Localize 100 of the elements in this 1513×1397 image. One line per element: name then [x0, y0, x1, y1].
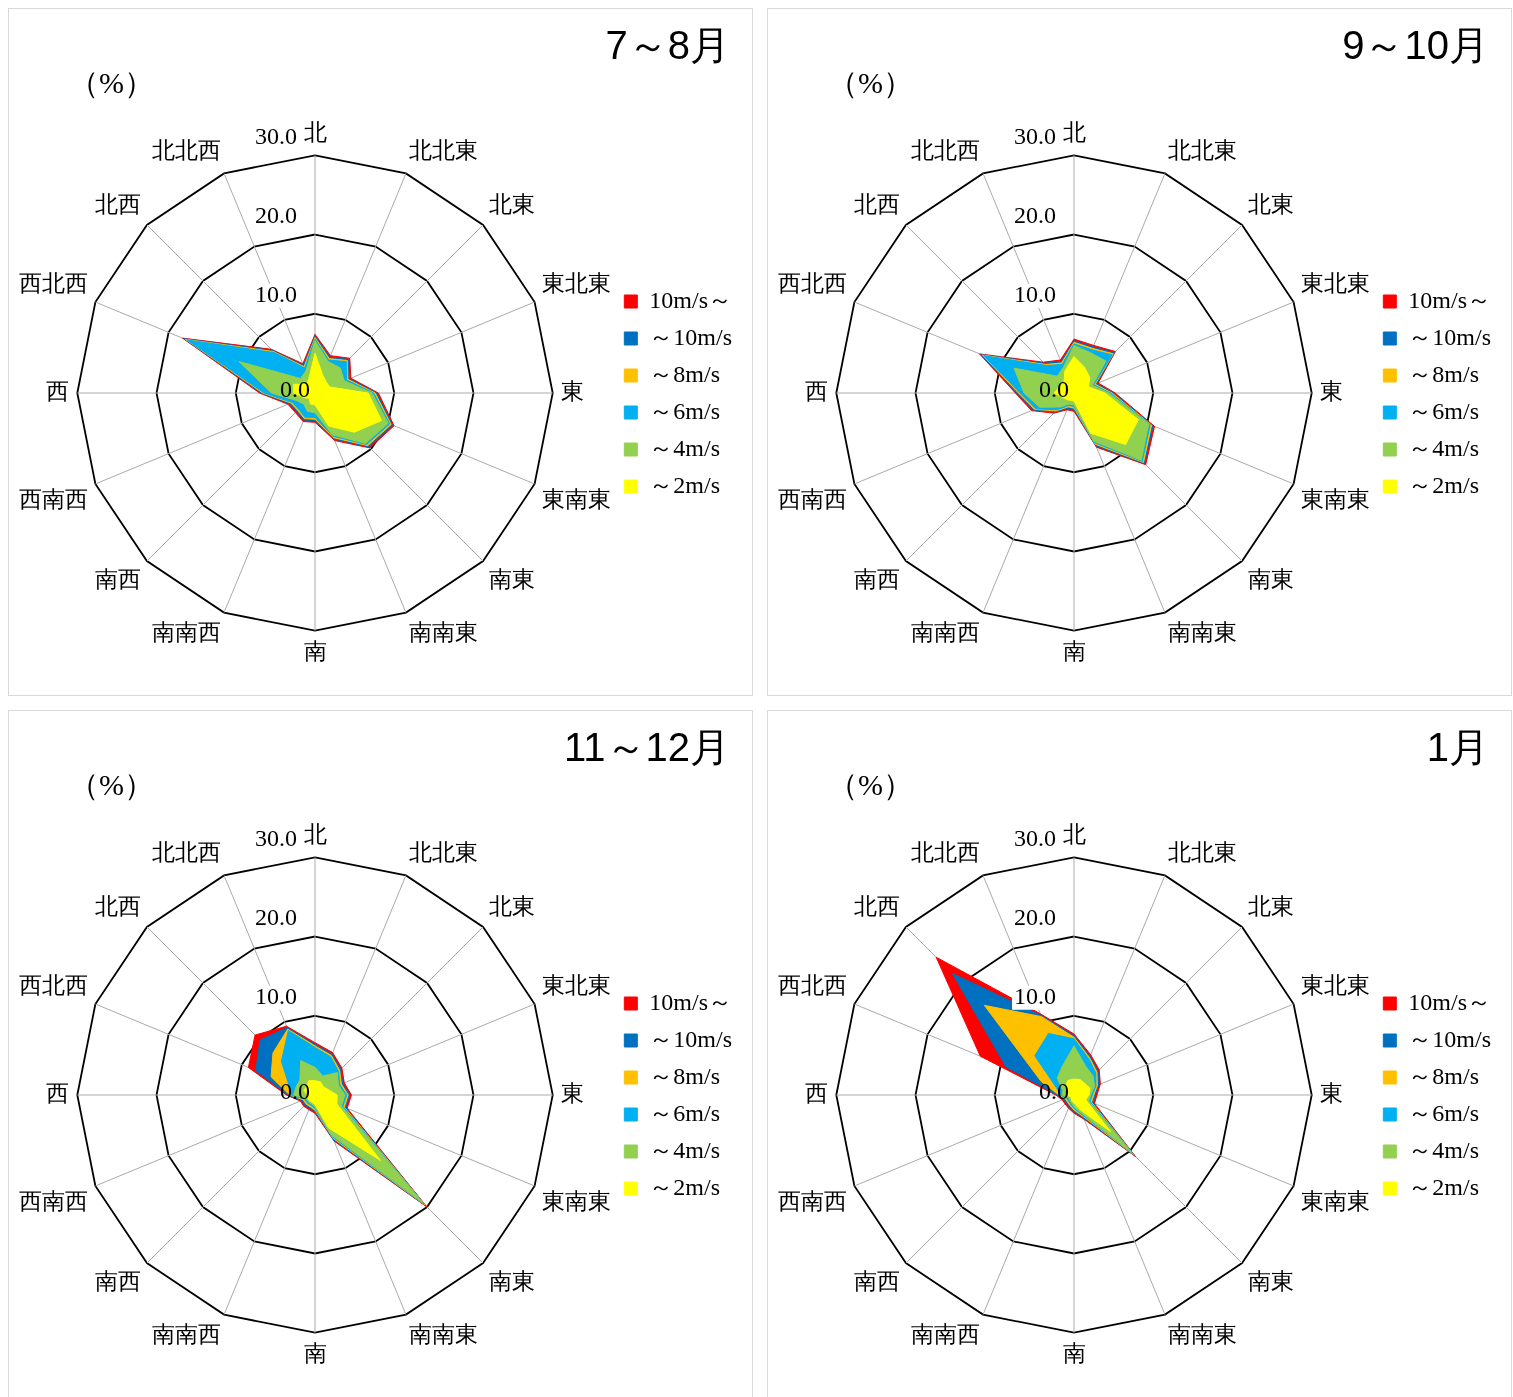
spoke-label: 南南東 [409, 619, 479, 645]
legend-label: ～6m/s [1408, 1099, 1480, 1126]
legend-label: ～4m/s [649, 1136, 721, 1163]
legend-label: ～4m/s [1408, 1136, 1480, 1163]
spoke-label: 東 [560, 1081, 584, 1107]
spoke-label: 南南西 [151, 619, 221, 645]
y-tick-label: 20.0 [255, 903, 297, 930]
spoke-label: 北 [303, 821, 327, 847]
spoke-label: 南南西 [910, 619, 980, 645]
legend-label: 10m/s～ [649, 988, 733, 1015]
spoke-label: 北東 [1247, 893, 1294, 919]
spoke-label: 東北東 [542, 271, 611, 297]
spoke-label: 東南東 [542, 1188, 611, 1214]
legend-label: ～8m/s [1408, 360, 1480, 387]
spoke-label: 西北西 [778, 973, 847, 999]
y-tick-label: 30.0 [255, 824, 297, 851]
y-tick-label: 10.0 [1014, 983, 1056, 1010]
spoke-label: 西北西 [19, 271, 88, 297]
legend-label: ～4m/s [649, 434, 721, 461]
y-tick-label: 0.0 [1039, 1078, 1069, 1105]
y-tick-label: 30.0 [255, 122, 297, 149]
spoke-label: 東 [560, 379, 584, 405]
spoke-label: 東北東 [1301, 271, 1370, 297]
legend-label: ～8m/s [649, 1062, 721, 1089]
spoke-label: 北北西 [910, 138, 980, 164]
y-tick-label: 10.0 [1014, 281, 1056, 308]
spoke-label: 東南東 [1301, 486, 1370, 512]
spoke-label: 南 [303, 638, 327, 664]
spoke-label: 西南西 [778, 486, 847, 512]
chart-title: 11～12月 [563, 724, 730, 771]
spoke-label: 西 [46, 1081, 70, 1107]
y-tick-label: 20.0 [255, 201, 297, 228]
y-tick-label: 10.0 [255, 281, 297, 308]
spoke-label: 北西 [95, 893, 142, 919]
spoke-label: 東北東 [542, 973, 611, 999]
text: （%） [828, 65, 913, 101]
spoke-label: 南南東 [409, 1321, 479, 1347]
legend-label: ～2m/s [1408, 471, 1480, 498]
y-tick-label: 20.0 [1014, 903, 1056, 930]
spoke-label: 西北西 [778, 271, 847, 297]
legend-label: ～6m/s [1408, 397, 1480, 424]
legend-label: ～8m/s [1408, 1062, 1480, 1089]
y-tick-label: 10.0 [255, 983, 297, 1010]
spoke-label: 北西 [95, 191, 142, 217]
spoke-label: 東南東 [542, 486, 611, 512]
legend-label: ～6m/s [649, 397, 721, 424]
spoke-label: 北 [1062, 119, 1086, 145]
y-tick-label: 30.0 [1014, 122, 1056, 149]
legend-label: ～10m/s [649, 1025, 733, 1052]
legend-label: ～6m/s [649, 1099, 721, 1126]
spoke-label: 西 [805, 379, 829, 405]
spoke-label: 南南東 [1168, 1321, 1238, 1347]
spoke-label: 東 [1319, 1081, 1343, 1107]
legend-label: 10m/s～ [1408, 988, 1492, 1015]
legend-label: ～2m/s [1408, 1173, 1480, 1200]
spoke-label: 南 [1062, 1340, 1086, 1366]
spoke-label: 南西 [854, 566, 901, 592]
spoke-label: 北西 [854, 893, 901, 919]
y-tick-label: 0.0 [280, 376, 310, 403]
text: （%） [828, 767, 913, 803]
spoke-label: 南東 [488, 566, 535, 592]
legend-label: ～10m/s [649, 323, 733, 350]
spoke-label: 北北東 [1168, 840, 1238, 866]
spoke-label: 西南西 [19, 1188, 88, 1214]
chart-title: 9～10月 [1342, 22, 1489, 69]
spoke-label: 北東 [1247, 191, 1294, 217]
spoke-label: 東南東 [1301, 1188, 1370, 1214]
spoke-label: 北北東 [409, 138, 479, 164]
spoke-label: 北北西 [151, 138, 221, 164]
legend-label: ～4m/s [1408, 434, 1480, 461]
spoke-label: 北 [303, 119, 327, 145]
y-tick-label: 20.0 [1014, 201, 1056, 228]
spoke-label: 北 [1062, 821, 1086, 847]
spoke-label: 南西 [95, 566, 142, 592]
spoke-label: 南南西 [910, 1321, 980, 1347]
spoke-label: 南 [1062, 638, 1086, 664]
legend-label: 10m/s～ [649, 286, 733, 313]
spoke-label: 南 [303, 1340, 327, 1366]
spoke-label: 西 [46, 379, 70, 405]
spoke-label: 北北西 [151, 840, 221, 866]
text: （%） [69, 767, 154, 803]
spoke-label: 南西 [854, 1268, 901, 1294]
legend-label: ～10m/s [1408, 1025, 1492, 1052]
legend-label: ～10m/s [1408, 323, 1492, 350]
spoke-label: 北北東 [409, 840, 479, 866]
spoke-label: 北北東 [1168, 138, 1238, 164]
spoke-label: 北東 [488, 893, 535, 919]
spoke-label: 南東 [488, 1268, 535, 1294]
spoke-label: 西北西 [19, 973, 88, 999]
legend-label: ～8m/s [649, 360, 721, 387]
y-tick-label: 0.0 [1039, 376, 1069, 403]
spoke-label: 北西 [854, 191, 901, 217]
spoke-label: 南南西 [151, 1321, 221, 1347]
legend-label: ～2m/s [649, 471, 721, 498]
text: （%） [69, 65, 154, 101]
y-tick-label: 30.0 [1014, 824, 1056, 851]
spoke-label: 南南東 [1168, 619, 1238, 645]
spoke-label: 南西 [95, 1268, 142, 1294]
spoke-label: 南東 [1247, 566, 1294, 592]
spoke-label: 西南西 [778, 1188, 847, 1214]
